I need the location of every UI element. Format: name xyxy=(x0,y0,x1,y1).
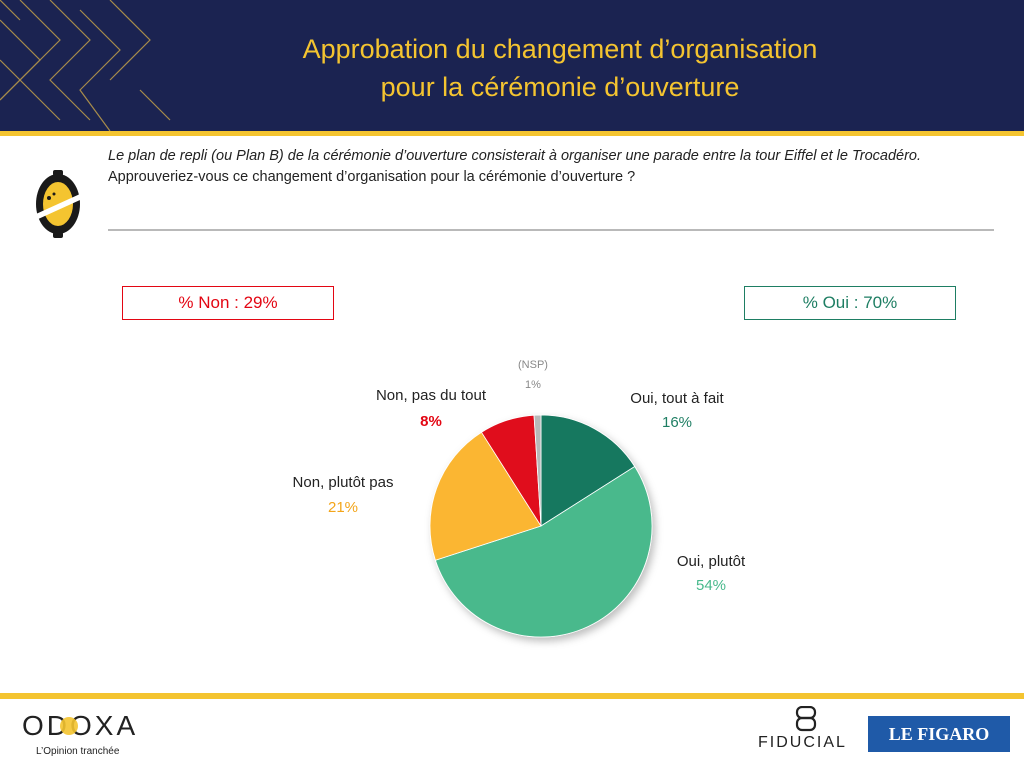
question-ask: Approuveriez-vous ce changement d’organi… xyxy=(108,169,636,185)
slice-value-0: 16% xyxy=(662,414,692,431)
header-divider xyxy=(0,131,1024,136)
le-figaro-logo: LE FIGARO xyxy=(868,716,1010,752)
fiducial-icon xyxy=(795,706,817,732)
slice-label-0: Oui, tout à fait xyxy=(630,390,724,407)
slice-label-2: Non, plutôt pas xyxy=(293,474,394,491)
page-title: Approbation du changement d’organisation… xyxy=(250,30,870,106)
pie-slice-1 xyxy=(434,465,653,638)
pie-slice-2 xyxy=(429,431,542,561)
slice-value-4: 1% xyxy=(525,379,541,391)
summary-oui-box: % Oui : 70% xyxy=(744,286,956,320)
odoxa-icon xyxy=(36,170,80,238)
question-divider xyxy=(108,229,994,231)
question-lead: Le plan de repli (ou Plan B) de la cérém… xyxy=(108,148,921,164)
odoxa-logo: ODOXA xyxy=(22,710,139,741)
odoxa-logo-mark xyxy=(60,717,78,735)
question-text: Le plan de repli (ou Plan B) de la cérém… xyxy=(108,146,988,188)
slice-label-4: (NSP) xyxy=(518,359,548,371)
pie-slice-0 xyxy=(540,414,636,527)
slice-value-3: 8% xyxy=(420,413,442,430)
title-line-2: pour la cérémonie d’ouverture xyxy=(380,72,740,102)
slice-label-1: Oui, plutôt xyxy=(677,553,746,570)
slice-value-1: 54% xyxy=(696,577,726,594)
header-pattern xyxy=(0,0,171,131)
fiducial-logo: FIDUCIAL xyxy=(758,734,847,751)
pie-chart: Oui, tout à fait 16% Oui, plutôt 54% Non, pl… xyxy=(293,359,746,638)
footer-divider xyxy=(0,693,1024,699)
title-line-1: Approbation du changement d’organisation xyxy=(302,34,818,64)
slice-label-3: Non, pas du tout xyxy=(376,387,487,404)
slice-value-2: 21% xyxy=(328,499,358,516)
header-banner: Approbation du changement d’organisation… xyxy=(0,0,1024,131)
pie-slice-4 xyxy=(533,414,542,527)
summary-non-box: % Non : 29% xyxy=(122,286,334,320)
odoxa-tagline: L’Opinion tranchée xyxy=(36,746,120,757)
